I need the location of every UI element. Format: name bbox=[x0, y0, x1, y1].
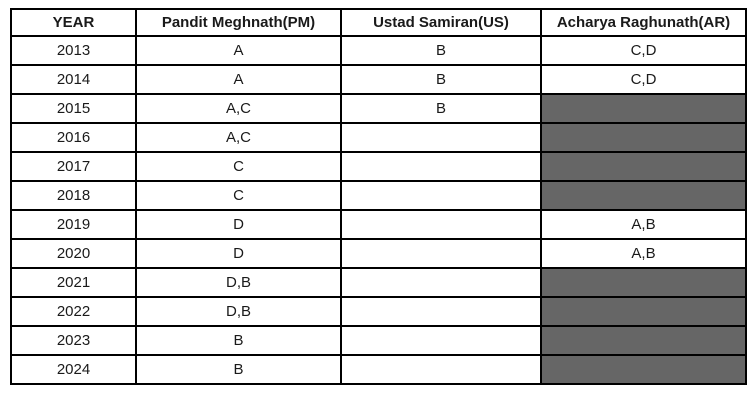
us-cell bbox=[340, 296, 542, 327]
ar-cell bbox=[540, 267, 747, 298]
ar-cell bbox=[540, 325, 747, 356]
table-row: 2015 A,C B bbox=[10, 93, 747, 124]
ar-cell bbox=[540, 93, 747, 124]
pm-cell: A bbox=[135, 35, 342, 66]
ar-cell bbox=[540, 122, 747, 153]
year-cell: 2024 bbox=[10, 354, 137, 385]
us-cell: B bbox=[340, 64, 542, 95]
year-cell: 2014 bbox=[10, 64, 137, 95]
table-row: 2019 D A,B bbox=[10, 209, 747, 240]
column-header-pandit-meghnath: Pandit Meghnath(PM) bbox=[135, 8, 342, 37]
year-cell: 2015 bbox=[10, 93, 137, 124]
us-cell bbox=[340, 209, 542, 240]
column-header-acharya-raghunath: Acharya Raghunath(AR) bbox=[540, 8, 747, 37]
column-header-ustad-samiran: Ustad Samiran(US) bbox=[340, 8, 542, 37]
ar-cell: A,B bbox=[540, 209, 747, 240]
pm-cell: A bbox=[135, 64, 342, 95]
us-cell bbox=[340, 180, 542, 211]
ar-cell bbox=[540, 151, 747, 182]
table-row: 2018 C bbox=[10, 180, 747, 211]
schedule-table: YEAR Pandit Meghnath(PM) Ustad Samiran(U… bbox=[10, 8, 747, 385]
pm-cell: D bbox=[135, 209, 342, 240]
pm-cell: B bbox=[135, 325, 342, 356]
year-cell: 2013 bbox=[10, 35, 137, 66]
us-cell bbox=[340, 354, 542, 385]
column-header-year: YEAR bbox=[10, 8, 137, 37]
us-cell bbox=[340, 267, 542, 298]
year-cell: 2019 bbox=[10, 209, 137, 240]
pm-cell: C bbox=[135, 180, 342, 211]
us-cell: B bbox=[340, 93, 542, 124]
header-row: YEAR Pandit Meghnath(PM) Ustad Samiran(U… bbox=[10, 8, 747, 37]
year-cell: 2023 bbox=[10, 325, 137, 356]
ar-cell: C,D bbox=[540, 64, 747, 95]
ar-cell bbox=[540, 180, 747, 211]
year-cell: 2018 bbox=[10, 180, 137, 211]
ar-cell: A,B bbox=[540, 238, 747, 269]
table-row: 2024 B bbox=[10, 354, 747, 385]
table-row: 2013 A B C,D bbox=[10, 35, 747, 66]
pm-cell: B bbox=[135, 354, 342, 385]
pm-cell: D,B bbox=[135, 267, 342, 298]
pm-cell: A,C bbox=[135, 122, 342, 153]
year-cell: 2017 bbox=[10, 151, 137, 182]
year-cell: 2022 bbox=[10, 296, 137, 327]
year-cell: 2016 bbox=[10, 122, 137, 153]
pm-cell: D bbox=[135, 238, 342, 269]
table-row: 2016 A,C bbox=[10, 122, 747, 153]
table-row: 2023 B bbox=[10, 325, 747, 356]
table-row: 2021 D,B bbox=[10, 267, 747, 298]
us-cell bbox=[340, 238, 542, 269]
table-row: 2014 A B C,D bbox=[10, 64, 747, 95]
table-row: 2017 C bbox=[10, 151, 747, 182]
us-cell bbox=[340, 122, 542, 153]
ar-cell bbox=[540, 354, 747, 385]
us-cell bbox=[340, 151, 542, 182]
ar-cell: C,D bbox=[540, 35, 747, 66]
year-cell: 2021 bbox=[10, 267, 137, 298]
table-row: 2022 D,B bbox=[10, 296, 747, 327]
us-cell: B bbox=[340, 35, 542, 66]
schedule-table-container: YEAR Pandit Meghnath(PM) Ustad Samiran(U… bbox=[10, 8, 747, 385]
ar-cell bbox=[540, 296, 747, 327]
pm-cell: A,C bbox=[135, 93, 342, 124]
year-cell: 2020 bbox=[10, 238, 137, 269]
pm-cell: C bbox=[135, 151, 342, 182]
pm-cell: D,B bbox=[135, 296, 342, 327]
table-row: 2020 D A,B bbox=[10, 238, 747, 269]
us-cell bbox=[340, 325, 542, 356]
